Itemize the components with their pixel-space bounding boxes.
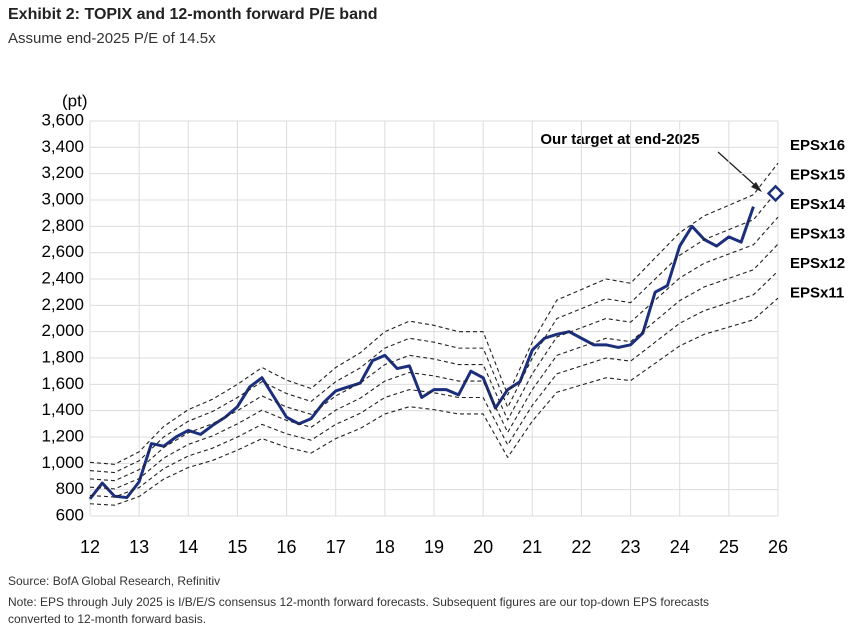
- legend-label: EPSx14: [790, 196, 846, 213]
- chart-subtitle: Assume end-2025 P/E of 14.5x: [8, 30, 216, 47]
- target-marker: [766, 184, 785, 203]
- band-line: [89, 270, 779, 498]
- x-tick-label: 24: [670, 537, 690, 557]
- band-line: [89, 297, 779, 506]
- legend-label: EPSx12: [790, 255, 845, 272]
- legend-label: EPSx15: [790, 166, 845, 183]
- x-tick-label: 12: [80, 537, 100, 557]
- x-tick-label: 15: [227, 537, 247, 557]
- y-tick-label: 1,200: [41, 426, 84, 445]
- y-tick-label: 1,600: [41, 374, 84, 393]
- x-tick-label: 17: [326, 537, 346, 557]
- arrow-head: [751, 182, 762, 192]
- y-tick-label: 2,400: [41, 268, 84, 287]
- x-tick-label: 22: [571, 537, 591, 557]
- y-tick-label: 3,000: [41, 189, 84, 208]
- legend-label: EPSx11: [790, 284, 844, 301]
- x-tick-label: 21: [522, 537, 542, 557]
- x-tick-label: 23: [621, 537, 641, 557]
- annotation: Our target at end-2025: [540, 131, 699, 148]
- x-tick-label: 25: [719, 537, 739, 557]
- y-tick-label: 2,000: [41, 321, 84, 340]
- y-tick-label: 1,800: [41, 347, 84, 366]
- y-tick-label: 2,600: [41, 242, 84, 261]
- chart-title: Exhibit 2: TOPIX and 12-month forward P/…: [8, 6, 378, 23]
- band-line: [89, 216, 779, 482]
- x-tick-label: 14: [178, 537, 198, 557]
- y-axis-label: (pt): [62, 91, 88, 110]
- note-line: Note: EPS through July 2025 is I/B/E/S c…: [8, 595, 710, 609]
- y-tick-label: 800: [56, 479, 84, 498]
- note-line: converted to 12-month forward basis.: [8, 612, 207, 626]
- x-tick-label: 16: [277, 537, 297, 557]
- y-tick-label: 1,000: [41, 453, 84, 472]
- source: Source: BofA Global Research, Refinitiv: [8, 574, 221, 588]
- y-tick-label: 600: [56, 505, 84, 524]
- x-tick-label: 26: [768, 537, 788, 557]
- x-tick-label: 18: [375, 537, 395, 557]
- band-line: [89, 162, 779, 465]
- x-tick-label: 13: [129, 537, 149, 557]
- annotation-arrow: [717, 151, 759, 189]
- topix-line: [88, 206, 755, 500]
- band-line: [89, 189, 779, 474]
- y-tick-label: 2,200: [41, 295, 84, 314]
- y-tick-label: 3,400: [41, 137, 84, 156]
- y-tick-label: 2,800: [41, 216, 84, 235]
- band-line: [89, 243, 779, 490]
- x-tick-label: 20: [473, 537, 493, 557]
- y-tick-label: 3,200: [41, 163, 84, 182]
- legend-label: EPSx13: [790, 225, 845, 242]
- y-tick-label: 1,400: [41, 400, 84, 419]
- y-tick-label: 3,600: [41, 110, 84, 129]
- x-tick-label: 19: [424, 537, 444, 557]
- legend-label: EPSx16: [790, 137, 845, 154]
